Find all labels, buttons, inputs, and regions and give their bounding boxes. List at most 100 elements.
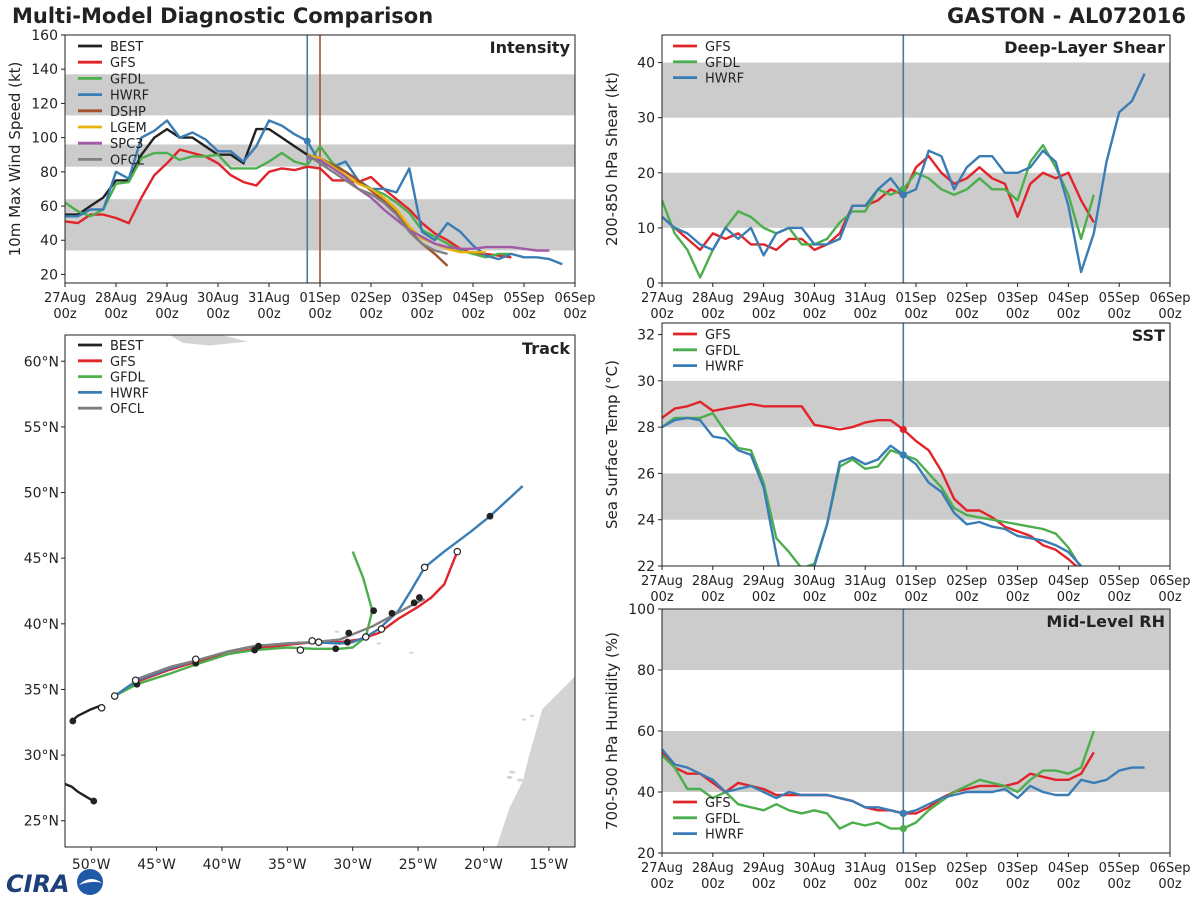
track-series-best2	[70, 704, 103, 722]
rh-band-1	[662, 609, 1170, 670]
track-marker-filled	[486, 512, 494, 520]
intensity-xtick-label: 06Sep	[554, 291, 595, 306]
intensity-legend-label-hwrf: HWRF	[110, 89, 149, 104]
shear-ytick-label: 0	[646, 276, 655, 292]
track-xtick-label: 15°W	[530, 857, 569, 873]
track-legend-label-gfs: GFS	[110, 355, 136, 370]
intensity-ytick-label: 120	[31, 96, 58, 112]
intensity-legend-label-gfs: GFS	[110, 56, 136, 71]
sst-xtick-label: 28Aug	[692, 574, 734, 589]
rh-ytick-label: 80	[637, 663, 655, 679]
rh-xtick-label: 04Sep	[1048, 861, 1089, 876]
shear-legend-label-hwrf: HWRF	[705, 72, 744, 87]
intensity-legend-label-dshp: DSHP	[110, 105, 146, 120]
track-panel: 25°N 30°N 35°N 40°N 45°N 50°N 55°N 60°N 50°W 45°W…	[24, 334, 576, 873]
sst-series-gfs	[662, 400, 1078, 566]
sst-xtick-sub: 00z	[803, 590, 827, 605]
shear-title: Deep-Layer Shear	[1004, 38, 1165, 57]
track-marker-open	[131, 676, 140, 685]
rh-xtick-sub: 00z	[650, 877, 674, 892]
intensity-xtick-sub: 00z	[563, 307, 587, 322]
rh-xtick-label: 28Aug	[692, 861, 734, 876]
sst-series-hwrf	[662, 416, 1082, 566]
intensity-ytick-label: 140	[31, 62, 58, 78]
swirl-icon	[79, 878, 102, 885]
rh-xtick-sub: 00z	[1108, 877, 1132, 892]
intensity-ytick-label: 60	[40, 199, 58, 215]
sst-xtick-sub: 00z	[752, 590, 776, 605]
sst-xtick-label: 31Aug	[844, 574, 886, 589]
rh-xtick-sub: 00z	[1057, 877, 1081, 892]
rh-xtick-label: 27Aug	[641, 861, 683, 876]
sst-xtick-sub: 00z	[904, 590, 928, 605]
track-legend-label-ofcl: OFCL	[110, 402, 145, 417]
rh-xtick-sub: 00z	[752, 877, 776, 892]
track-marker-open	[191, 655, 200, 664]
track-marker-filled	[255, 642, 262, 650]
shear-now-marker-hwrf	[899, 191, 907, 199]
rh-ytick-label: 100	[628, 602, 655, 618]
shear-xtick-label: 27Aug	[641, 291, 683, 306]
sst-xtick-sub: 00z	[1057, 590, 1081, 605]
sst-xtick-sub: 00z	[1158, 590, 1182, 605]
sst-xtick-label: 02Sep	[946, 574, 987, 589]
rh-xtick-label: 03Sep	[997, 861, 1038, 876]
intensity-xtick-label: 27Aug	[44, 291, 86, 306]
shear-ytick-label: 30	[637, 111, 655, 127]
sst-now-marker-gfs	[899, 425, 907, 434]
intensity-xtick-label: 03Sep	[401, 291, 442, 306]
track-marker-open	[377, 625, 386, 633]
track-ytick-label: 40°N	[24, 617, 59, 633]
track-marker-open	[314, 638, 323, 647]
intensity-title: Intensity	[490, 38, 571, 57]
rh-legend-label-gfs: GFS	[705, 796, 731, 811]
intensity-xtick-label: 04Sep	[452, 291, 493, 306]
intensity-panel: 2040608010012014016027Aug00z28Aug00z29Au…	[6, 28, 596, 322]
track-ytick-label: 35°N	[24, 682, 59, 698]
sst-now-marker-hwrf	[899, 451, 907, 459]
sst-band-0	[662, 473, 1170, 520]
rh-xtick-label: 01Sep	[895, 861, 936, 876]
intensity-xtick-sub: 00z	[512, 307, 536, 322]
atlantic-island	[334, 630, 340, 633]
canary-island	[524, 777, 531, 781]
intensity-xtick-sub: 00z	[206, 307, 230, 322]
rh-ytick-label: 40	[637, 785, 655, 801]
track-ytick-label: 55°N	[24, 420, 59, 436]
rh-panel: 2040608010027Aug00z28Aug00z29Aug00z30Aug…	[603, 602, 1191, 892]
sst-ylabel: Sea Surface Temp (°C)	[603, 360, 621, 529]
shear-xtick-sub: 00z	[955, 307, 979, 322]
shear-xtick-sub: 00z	[904, 307, 928, 322]
intensity-ytick-label: 80	[40, 165, 58, 181]
intensity-xtick-sub: 00z	[461, 307, 485, 322]
shear-xtick-sub: 00z	[650, 307, 674, 322]
intensity-legend-label-best: BEST	[110, 40, 143, 55]
intensity-xtick-sub: 00z	[257, 307, 281, 322]
rh-xtick-label: 29Aug	[743, 861, 785, 876]
rh-xtick-label: 05Sep	[1099, 861, 1140, 876]
track-marker-open	[110, 692, 119, 700]
intensity-series-hwrf	[65, 119, 563, 266]
canary-island	[564, 767, 571, 772]
sst-title: SST	[1132, 326, 1165, 345]
rh-title: Mid-Level RH	[1046, 612, 1165, 631]
track-xtick-label: 25°W	[399, 857, 438, 873]
sst-xtick-label: 04Sep	[1048, 574, 1089, 589]
intensity-legend-label-spc3: SPC3	[110, 137, 143, 152]
sst-xtick-sub: 00z	[854, 590, 878, 605]
track-frame	[64, 334, 576, 848]
rh-ylabel: 700-500 hPa Humidity (%)	[603, 632, 621, 830]
sst-xtick-label: 30Aug	[793, 574, 835, 589]
shear-ylabel: 200-850 hPa Shear (kt)	[603, 72, 621, 246]
track-marker-open	[97, 704, 106, 712]
shear-xtick-label: 30Aug	[793, 291, 835, 306]
rh-xtick-sub: 00z	[904, 877, 928, 892]
track-legend-label-hwrf: HWRF	[110, 386, 149, 401]
intensity-xtick-label: 02Sep	[350, 291, 391, 306]
canary-island	[509, 770, 516, 774]
track-marker-open	[420, 563, 429, 572]
shear-xtick-label: 01Sep	[895, 291, 936, 306]
track-xtick-label: 40°W	[203, 857, 242, 873]
track-map-group	[65, 335, 575, 847]
